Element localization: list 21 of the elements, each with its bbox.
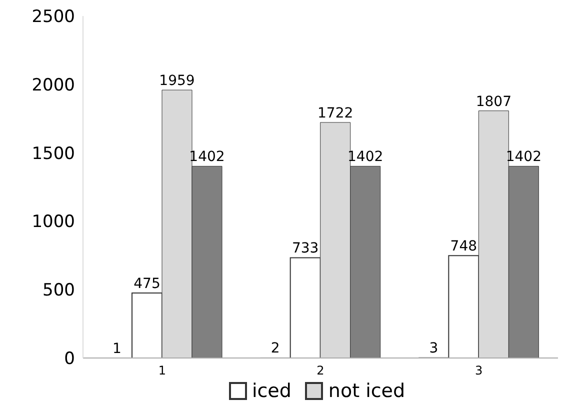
data-label: 748 <box>450 238 478 255</box>
y-tick-label: 1000 <box>32 212 75 232</box>
data-label: 475 <box>134 276 160 292</box>
y-tick-label: 500 <box>42 280 75 301</box>
y-tick-label: 2500 <box>32 7 75 28</box>
data-label: 1959 <box>159 73 195 90</box>
data-label: 2 <box>270 340 280 357</box>
y-tick-label: 2000 <box>32 75 75 96</box>
legend-label: not iced <box>327 380 406 402</box>
data-label: 733 <box>292 240 319 257</box>
y-tick-label: 1500 <box>32 144 75 164</box>
y-tick-label: 0 <box>64 349 75 370</box>
data-label: 1 <box>112 340 122 357</box>
data-label: 3 <box>429 340 438 357</box>
legend-label: iced <box>250 380 292 402</box>
data-label: 1722 <box>318 105 354 122</box>
x-tick-label: 2 <box>316 364 324 378</box>
x-tick-label: 3 <box>475 364 483 378</box>
data-label: 1807 <box>476 94 512 110</box>
data-label: 1402 <box>189 149 225 166</box>
x-tick-label: 1 <box>158 364 166 378</box>
